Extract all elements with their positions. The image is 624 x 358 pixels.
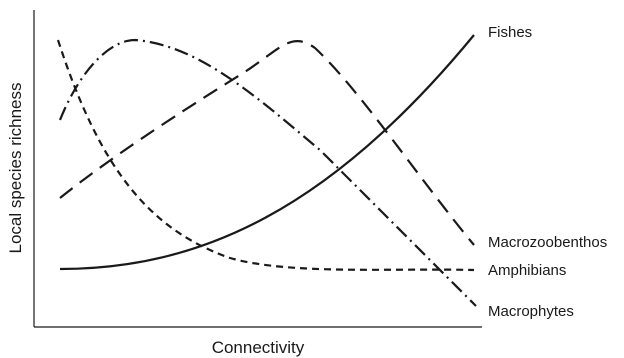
curve-amphibians [56,39,475,272]
curve-macrozoobenthos [59,39,475,246]
curve-macrophytes [58,38,477,307]
label-amphibians: Amphibians [488,262,566,279]
curve-fishes [59,34,475,271]
x-axis-label: Connectivity [212,338,305,357]
label-macrophytes: Macrophytes [488,303,574,320]
label-fishes: Fishes [488,24,532,41]
label-macrozoobenthos: Macrozoobenthos [488,234,607,251]
y-axis-label: Local species richness [6,82,25,253]
